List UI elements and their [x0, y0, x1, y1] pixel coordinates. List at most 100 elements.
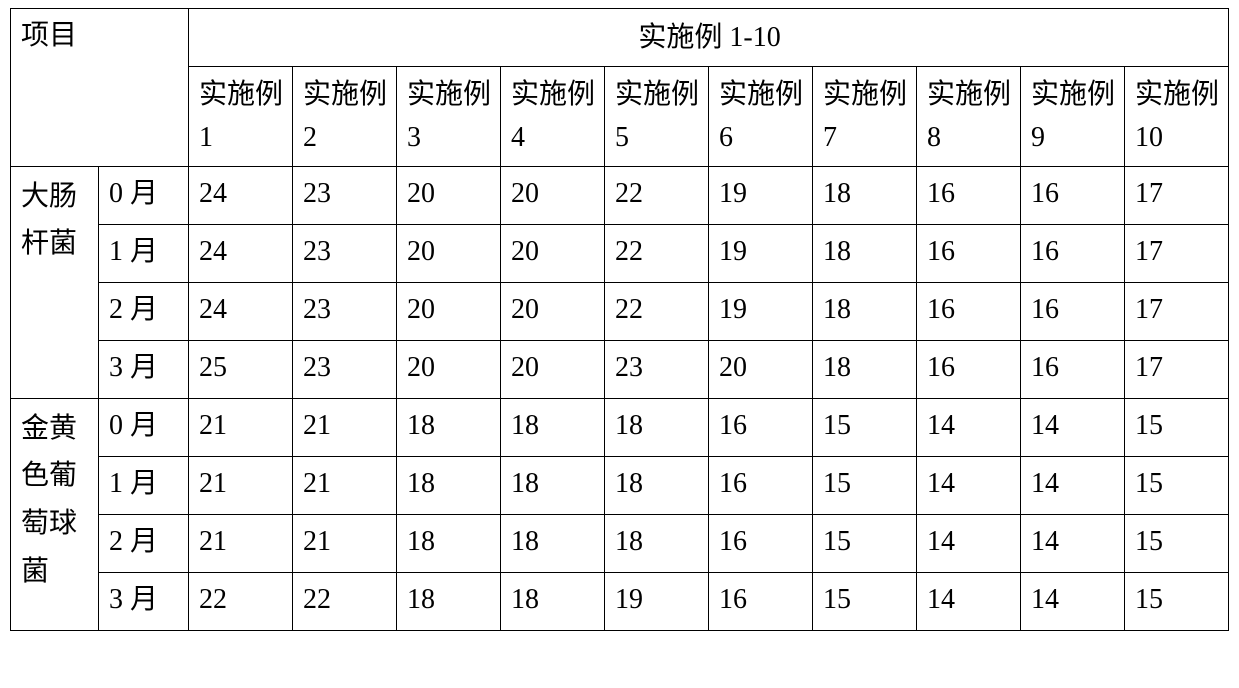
cell: 24: [189, 224, 293, 282]
cell: 19: [709, 166, 813, 224]
cell: 15: [1125, 398, 1229, 456]
cell: 22: [605, 282, 709, 340]
cell: 20: [501, 166, 605, 224]
cell: 20: [397, 340, 501, 398]
cell: 18: [813, 282, 917, 340]
data-table: 项目 实施例 1-10 实施例 1 实施例 2 实施例 3 实施例 4 实施例 …: [10, 8, 1229, 631]
cell: 17: [1125, 282, 1229, 340]
cell: 16: [709, 514, 813, 572]
table-row: 3 月 25 23 20 20 23 20 18 16 16 17: [11, 340, 1229, 398]
row-period: 1 月: [99, 224, 189, 282]
cell: 15: [813, 514, 917, 572]
cell: 14: [1021, 572, 1125, 630]
cell: 15: [1125, 456, 1229, 514]
cell: 15: [813, 398, 917, 456]
cell: 16: [917, 340, 1021, 398]
col-header: 实施例 4: [501, 67, 605, 167]
table-row: 1 月 21 21 18 18 18 16 15 14 14 15: [11, 456, 1229, 514]
cell: 20: [501, 282, 605, 340]
cell: 17: [1125, 340, 1229, 398]
row-group-label: 金黄色葡萄球菌: [11, 398, 99, 630]
cell: 18: [501, 514, 605, 572]
cell: 20: [501, 224, 605, 282]
col-header: 实施例 7: [813, 67, 917, 167]
cell: 14: [1021, 514, 1125, 572]
cell: 16: [709, 572, 813, 630]
cell: 16: [1021, 340, 1125, 398]
row-period: 0 月: [99, 166, 189, 224]
cell: 19: [709, 224, 813, 282]
col-header: 实施例 2: [293, 67, 397, 167]
cell: 16: [917, 282, 1021, 340]
cell: 24: [189, 282, 293, 340]
cell: 18: [397, 398, 501, 456]
cell: 23: [293, 282, 397, 340]
cell: 20: [397, 224, 501, 282]
col-header: 实施例 8: [917, 67, 1021, 167]
table-row: 1 月 24 23 20 20 22 19 18 16 16 17: [11, 224, 1229, 282]
table-row: 3 月 22 22 18 18 19 16 15 14 14 15: [11, 572, 1229, 630]
cell: 18: [397, 514, 501, 572]
cell: 14: [1021, 456, 1125, 514]
cell: 18: [813, 340, 917, 398]
cell: 16: [1021, 166, 1125, 224]
cell: 18: [397, 456, 501, 514]
row-period: 3 月: [99, 340, 189, 398]
header-project: 项目: [11, 9, 189, 167]
table-row: 2 月 21 21 18 18 18 16 15 14 14 15: [11, 514, 1229, 572]
row-period: 1 月: [99, 456, 189, 514]
cell: 18: [813, 166, 917, 224]
cell: 21: [189, 514, 293, 572]
cell: 15: [813, 456, 917, 514]
cell: 22: [605, 224, 709, 282]
cell: 22: [189, 572, 293, 630]
col-header: 实施例 10: [1125, 67, 1229, 167]
cell: 21: [293, 398, 397, 456]
cell: 20: [501, 340, 605, 398]
cell: 24: [189, 166, 293, 224]
table-row: 2 月 24 23 20 20 22 19 18 16 16 17: [11, 282, 1229, 340]
cell: 16: [1021, 282, 1125, 340]
cell: 18: [501, 398, 605, 456]
cell: 15: [1125, 514, 1229, 572]
cell: 20: [709, 340, 813, 398]
cell: 16: [709, 398, 813, 456]
cell: 14: [917, 398, 1021, 456]
cell: 18: [397, 572, 501, 630]
cell: 18: [501, 572, 605, 630]
cell: 20: [397, 166, 501, 224]
row-period: 2 月: [99, 514, 189, 572]
cell: 23: [605, 340, 709, 398]
cell: 18: [605, 514, 709, 572]
cell: 16: [917, 166, 1021, 224]
cell: 14: [917, 514, 1021, 572]
cell: 22: [605, 166, 709, 224]
col-header: 实施例 3: [397, 67, 501, 167]
cell: 22: [293, 572, 397, 630]
col-header: 实施例 6: [709, 67, 813, 167]
cell: 14: [1021, 398, 1125, 456]
cell: 15: [1125, 572, 1229, 630]
col-header: 实施例 1: [189, 67, 293, 167]
cell: 14: [917, 456, 1021, 514]
cell: 19: [709, 282, 813, 340]
cell: 14: [917, 572, 1021, 630]
row-group-label: 大肠杆菌: [11, 166, 99, 398]
cell: 23: [293, 340, 397, 398]
cell: 23: [293, 166, 397, 224]
table-header-row-2: 实施例 1 实施例 2 实施例 3 实施例 4 实施例 5 实施例 6 实施例 …: [11, 67, 1229, 167]
cell: 21: [293, 456, 397, 514]
cell: 21: [293, 514, 397, 572]
cell: 15: [813, 572, 917, 630]
row-period: 0 月: [99, 398, 189, 456]
table-row: 大肠杆菌 0 月 24 23 20 20 22 19 18 16 16 17: [11, 166, 1229, 224]
cell: 19: [605, 572, 709, 630]
cell: 20: [397, 282, 501, 340]
col-header: 实施例 5: [605, 67, 709, 167]
row-period: 3 月: [99, 572, 189, 630]
cell: 21: [189, 456, 293, 514]
cell: 18: [605, 456, 709, 514]
cell: 16: [917, 224, 1021, 282]
cell: 16: [709, 456, 813, 514]
cell: 25: [189, 340, 293, 398]
